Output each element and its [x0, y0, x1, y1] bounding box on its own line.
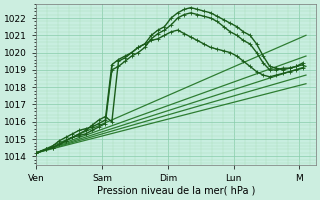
X-axis label: Pression niveau de la mer( hPa ): Pression niveau de la mer( hPa ): [97, 186, 255, 196]
